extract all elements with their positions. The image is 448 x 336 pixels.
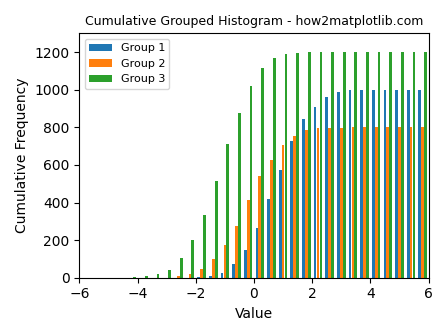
- Bar: [191, 241, 194, 278]
- Bar: [383, 90, 386, 278]
- Bar: [224, 245, 226, 278]
- Bar: [261, 68, 264, 278]
- Bar: [250, 86, 253, 278]
- Bar: [134, 277, 136, 278]
- Bar: [267, 199, 270, 278]
- Bar: [244, 250, 247, 278]
- Bar: [145, 277, 148, 278]
- Bar: [314, 107, 316, 278]
- Bar: [337, 92, 340, 278]
- Bar: [352, 127, 354, 278]
- Bar: [180, 258, 183, 278]
- Bar: [418, 90, 421, 278]
- Bar: [372, 90, 375, 278]
- X-axis label: Value: Value: [235, 307, 273, 321]
- Bar: [325, 97, 328, 278]
- Bar: [247, 201, 250, 278]
- Legend: Group 1, Group 2, Group 3: Group 1, Group 2, Group 3: [85, 39, 169, 89]
- Bar: [157, 274, 159, 278]
- Bar: [279, 170, 281, 278]
- Bar: [258, 176, 261, 278]
- Bar: [398, 127, 401, 278]
- Bar: [424, 52, 427, 278]
- Bar: [331, 52, 334, 278]
- Bar: [407, 90, 409, 278]
- Bar: [302, 119, 305, 278]
- Bar: [366, 52, 369, 278]
- Bar: [387, 127, 389, 278]
- Bar: [168, 270, 171, 278]
- Bar: [375, 127, 378, 278]
- Bar: [209, 276, 212, 278]
- Bar: [401, 52, 404, 278]
- Bar: [197, 277, 200, 278]
- Bar: [273, 58, 276, 278]
- Bar: [177, 276, 180, 278]
- Bar: [395, 90, 398, 278]
- Bar: [255, 228, 258, 278]
- Bar: [232, 264, 235, 278]
- Bar: [422, 127, 424, 278]
- Bar: [226, 144, 229, 278]
- Bar: [215, 181, 218, 278]
- Bar: [238, 113, 241, 278]
- Bar: [349, 90, 351, 278]
- Bar: [212, 258, 215, 278]
- Bar: [378, 52, 380, 278]
- Bar: [290, 141, 293, 278]
- Bar: [284, 54, 287, 278]
- Bar: [328, 128, 331, 278]
- Bar: [235, 226, 238, 278]
- Bar: [389, 52, 392, 278]
- Bar: [360, 90, 363, 278]
- Bar: [220, 272, 224, 278]
- Bar: [413, 52, 415, 278]
- Y-axis label: Cumulative Frequency: Cumulative Frequency: [15, 78, 29, 233]
- Title: Cumulative Grouped Histogram - how2matplotlib.com: Cumulative Grouped Histogram - how2matpl…: [85, 15, 423, 28]
- Bar: [319, 52, 322, 278]
- Bar: [296, 52, 299, 278]
- Bar: [410, 127, 413, 278]
- Bar: [340, 128, 343, 278]
- Bar: [363, 127, 366, 278]
- Bar: [308, 52, 310, 278]
- Bar: [354, 52, 357, 278]
- Bar: [305, 130, 308, 278]
- Bar: [343, 52, 345, 278]
- Bar: [200, 269, 203, 278]
- Bar: [317, 128, 319, 278]
- Bar: [189, 274, 191, 278]
- Bar: [282, 144, 284, 278]
- Bar: [293, 136, 296, 278]
- Bar: [203, 215, 206, 278]
- Bar: [270, 160, 273, 278]
